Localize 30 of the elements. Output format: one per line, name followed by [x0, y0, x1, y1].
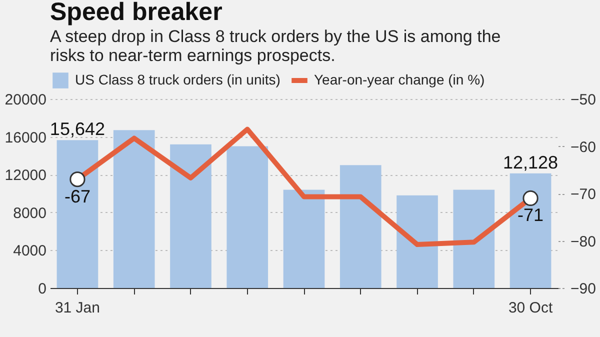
- bar: [170, 144, 212, 288]
- bar: [340, 165, 382, 288]
- bar: [510, 173, 552, 288]
- y2-tick-label: −70: [570, 186, 596, 203]
- legend-label: Year-on-year change (in %): [314, 72, 485, 88]
- bar: [396, 195, 438, 288]
- chart-title: Speed breaker: [50, 0, 223, 26]
- y-tick-label: 4000: [13, 242, 46, 260]
- chart-subtitle: A steep drop in Class 8 truck orders by the US is among the risks to near-term earnings prospects.: [50, 27, 501, 65]
- y2-tick-label: −50: [570, 92, 596, 108]
- bar: [56, 140, 98, 288]
- x-tick-label: 31 Jan: [54, 300, 100, 316]
- y2-tick-label: −90: [570, 280, 596, 298]
- data-label: -71: [518, 205, 544, 226]
- data-label: 15,642: [50, 119, 105, 140]
- data-label: 12,128: [503, 152, 558, 172]
- bar: [453, 190, 495, 288]
- y-tick-label: 16000: [4, 129, 46, 146]
- y-tick-label: 12000: [4, 167, 46, 184]
- x-tick-label: 30 Oct: [508, 300, 554, 316]
- y2-tick-label: −80: [570, 233, 596, 250]
- bar: [283, 190, 325, 288]
- y-tick-label: 0: [38, 280, 46, 298]
- bar: [226, 146, 268, 288]
- legend-label: US Class 8 truck orders (in units): [75, 72, 280, 88]
- y-tick-label: 8000: [13, 204, 46, 222]
- y2-tick-label: −60: [570, 138, 596, 156]
- y-tick-label: 20000: [4, 92, 46, 108]
- bar: [113, 130, 155, 288]
- data-label: -67: [64, 186, 90, 206]
